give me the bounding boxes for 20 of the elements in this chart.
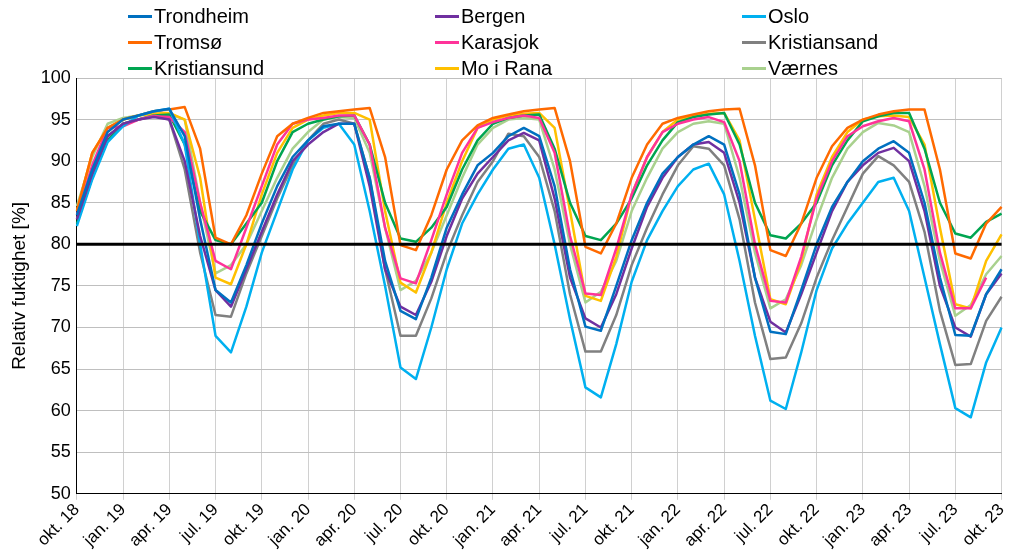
y-tick-label: 100 xyxy=(40,66,71,87)
y-tick-label: 75 xyxy=(50,274,71,295)
y-tick-label: 80 xyxy=(50,233,71,254)
y-tick-label: 85 xyxy=(50,191,71,212)
legend-label: Kristiansund xyxy=(154,56,265,80)
y-tick-label: 90 xyxy=(50,150,71,171)
y-axis-title: Relativ fuktighet [%] xyxy=(7,201,29,370)
legend-label: Tromsø xyxy=(154,30,223,54)
y-tick-label: 95 xyxy=(50,108,71,129)
y-tick-label: 60 xyxy=(50,399,71,420)
legend-label: Værnes xyxy=(768,56,839,80)
legend-label: Oslo xyxy=(768,4,810,28)
legend-label: Mo i Rana xyxy=(461,56,553,80)
y-tick-label: 55 xyxy=(50,441,71,462)
legend-label: Kristiansand xyxy=(768,30,879,54)
y-tick-label: 70 xyxy=(50,316,71,337)
legend-label: Bergen xyxy=(461,4,526,28)
y-tick-label: 65 xyxy=(50,358,71,379)
legend-label: Trondheim xyxy=(154,4,249,28)
legend-label: Karasjok xyxy=(461,30,539,54)
